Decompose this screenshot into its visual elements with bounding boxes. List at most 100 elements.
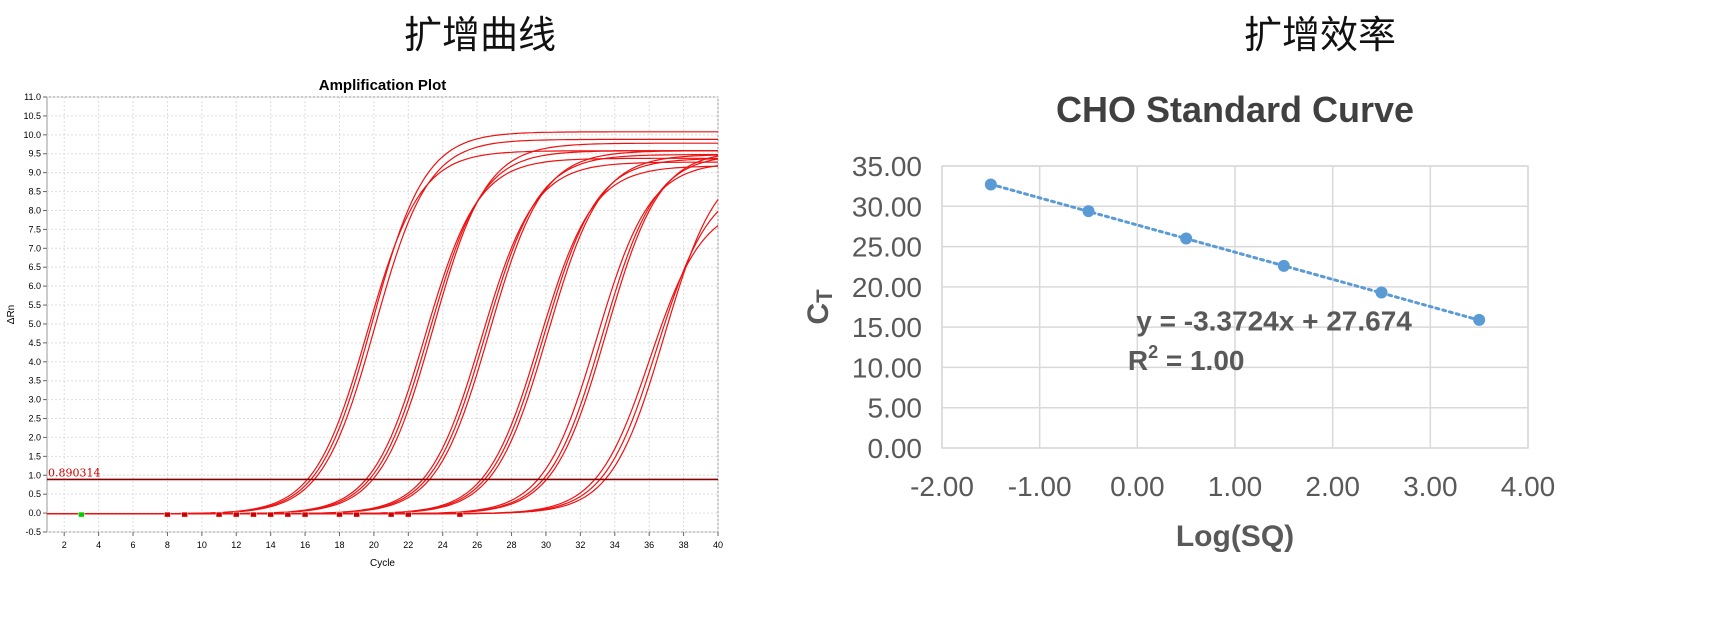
baseline-marker xyxy=(353,511,360,518)
amp-y-axis-label: ΔRn xyxy=(6,305,17,324)
amp-y-tick-label: 3.0 xyxy=(28,395,41,405)
ylabel-sub: T xyxy=(812,289,837,303)
std-x-ticks: -2.00 -1.00 0.00 1.00 2.00 3.00 4.00 xyxy=(910,471,1555,502)
amp-y-tick-label: 3.5 xyxy=(28,376,41,386)
amp-chart-title: Amplification Plot xyxy=(319,77,447,94)
baseline-marker xyxy=(215,511,223,518)
baseline-marker xyxy=(181,511,188,518)
right-panel-heading: 扩增效率 xyxy=(1243,13,1396,57)
amp-y-tick-label: 9.0 xyxy=(28,168,41,178)
amp-y-tick-label: 4.0 xyxy=(28,357,41,367)
amp-y-tick-label: 8.5 xyxy=(28,187,41,197)
data-point xyxy=(1277,259,1290,272)
amp-y-tick-label: 10.0 xyxy=(23,130,41,140)
amp-x-ticks: 2 4 6 8 10 12 14 16 18 20 22 24 26 28 30 32 34 36 38 40 xyxy=(62,532,723,550)
std-y-tick-label: 25.00 xyxy=(852,232,922,263)
baseline-marker xyxy=(405,511,412,518)
amp-y-tick-label: 1.0 xyxy=(28,470,41,480)
amp-y-tick-label: 5.0 xyxy=(28,319,41,329)
amp-x-tick-label: 28 xyxy=(507,540,517,550)
amp-y-tick-label: 7.5 xyxy=(28,224,41,234)
amp-x-tick-label: 14 xyxy=(266,540,276,550)
std-x-tick-label: 3.00 xyxy=(1403,471,1458,502)
r-squared-label: R2 = 1.00 xyxy=(1128,342,1245,376)
std-chart-title: CHO Standard Curve xyxy=(1056,89,1414,130)
std-x-tick-label: 2.00 xyxy=(1305,471,1360,502)
amp-x-tick-label: 16 xyxy=(300,540,310,550)
amp-grid xyxy=(47,96,719,533)
r2-rest: = 1.00 xyxy=(1158,345,1244,376)
amp-y-tick-label: 7.0 xyxy=(28,243,41,253)
amp-y-tick-label: 11.0 xyxy=(24,92,41,102)
std-x-axis-label: Log(SQ) xyxy=(1176,520,1294,553)
amp-x-tick-label: 12 xyxy=(231,540,241,550)
std-y-tick-label: 15.00 xyxy=(852,312,922,343)
amp-y-tick-label: 1.5 xyxy=(28,451,41,461)
amp-y-tick-label: 0.5 xyxy=(28,489,41,499)
std-x-tick-label: 0.00 xyxy=(1110,471,1165,502)
amp-y-tick-label: 2.5 xyxy=(28,414,41,424)
amp-x-tick-label: 38 xyxy=(679,540,689,550)
r2-prefix: R xyxy=(1128,345,1148,376)
data-point xyxy=(1180,232,1193,245)
std-y-tick-label: 35.00 xyxy=(852,151,922,182)
amp-x-tick-label: 34 xyxy=(610,540,620,550)
baseline-marker xyxy=(250,511,257,518)
std-y-tick-label: 0.00 xyxy=(868,433,923,464)
equation-label: y = -3.3724x + 27.674 xyxy=(1136,305,1412,336)
std-plot-area xyxy=(941,165,1529,449)
baseline-marker xyxy=(233,511,240,518)
amp-y-tick-label: 5.5 xyxy=(28,300,41,310)
baseline-marker xyxy=(78,511,85,518)
amplification-plot: 2 4 6 8 10 12 14 16 18 20 22 24 26 28 30 32 34 36 38 40 11.… xyxy=(6,77,723,569)
baseline-marker xyxy=(336,511,343,518)
amp-x-axis-label: Cycle xyxy=(370,558,395,569)
std-y-tick-label: 10.00 xyxy=(852,352,922,383)
ylabel-main: C xyxy=(802,303,835,325)
std-x-tick-label: -1.00 xyxy=(1008,471,1072,502)
std-points xyxy=(984,178,1486,326)
amp-y-tick-label: -0.5 xyxy=(25,527,41,537)
std-x-tick-label: 4.00 xyxy=(1501,471,1556,502)
amp-y-tick-label: 6.0 xyxy=(28,281,41,291)
amp-x-tick-label: 6 xyxy=(131,540,136,550)
amp-curves xyxy=(47,131,719,515)
data-point xyxy=(984,178,997,191)
amp-x-tick-label: 40 xyxy=(713,540,723,550)
standard-curve-chart: -2.00 -1.00 0.00 1.00 2.00 3.00 4.00 35.00 30.0… xyxy=(802,89,1555,553)
std-y-tick-label: 5.00 xyxy=(868,393,923,424)
baseline-marker xyxy=(284,511,292,518)
data-point xyxy=(1473,313,1486,326)
amp-x-tick-label: 24 xyxy=(438,540,448,550)
baseline-marker xyxy=(301,511,309,518)
amp-x-tick-label: 2 xyxy=(62,540,67,550)
amp-x-tick-label: 30 xyxy=(541,540,551,550)
std-y-tick-label: 30.00 xyxy=(852,191,922,222)
amp-x-tick-label: 20 xyxy=(369,540,379,550)
amp-y-tick-label: 0.0 xyxy=(28,508,41,518)
threshold-label: 0.890314 xyxy=(48,466,101,479)
baseline-marker xyxy=(164,511,171,518)
amp-y-tick-label: 4.5 xyxy=(28,338,41,348)
std-y-ticks: 35.00 30.00 25.00 20.00 15.00 10.00 5.00 0.00 xyxy=(852,151,922,464)
std-y-axis-label: CT xyxy=(802,289,837,325)
std-y-tick-label: 20.00 xyxy=(852,272,922,303)
amp-y-tick-label: 2.0 xyxy=(28,432,41,442)
amp-y-tick-label: 8.0 xyxy=(28,205,41,215)
baseline-marker xyxy=(387,511,395,518)
amp-y-ticks: 11.0 10.5 10.0 9.5 9.0 8.5 8.0 7.5 7.0 6.5 6.0 5.5 5… xyxy=(23,92,47,537)
std-x-tick-label: -2.00 xyxy=(910,471,974,502)
r2-superscript: 2 xyxy=(1148,342,1158,362)
amp-markers xyxy=(78,511,464,518)
data-point xyxy=(1082,205,1095,218)
baseline-marker xyxy=(456,511,464,518)
baseline-marker xyxy=(267,511,274,518)
data-point xyxy=(1375,286,1388,299)
amp-x-tick-label: 22 xyxy=(403,540,413,550)
amp-x-tick-label: 36 xyxy=(644,540,654,550)
amp-x-tick-label: 8 xyxy=(165,540,170,550)
amp-x-tick-label: 4 xyxy=(96,540,101,550)
amp-x-tick-label: 26 xyxy=(472,540,482,550)
amp-x-tick-label: 18 xyxy=(334,540,344,550)
